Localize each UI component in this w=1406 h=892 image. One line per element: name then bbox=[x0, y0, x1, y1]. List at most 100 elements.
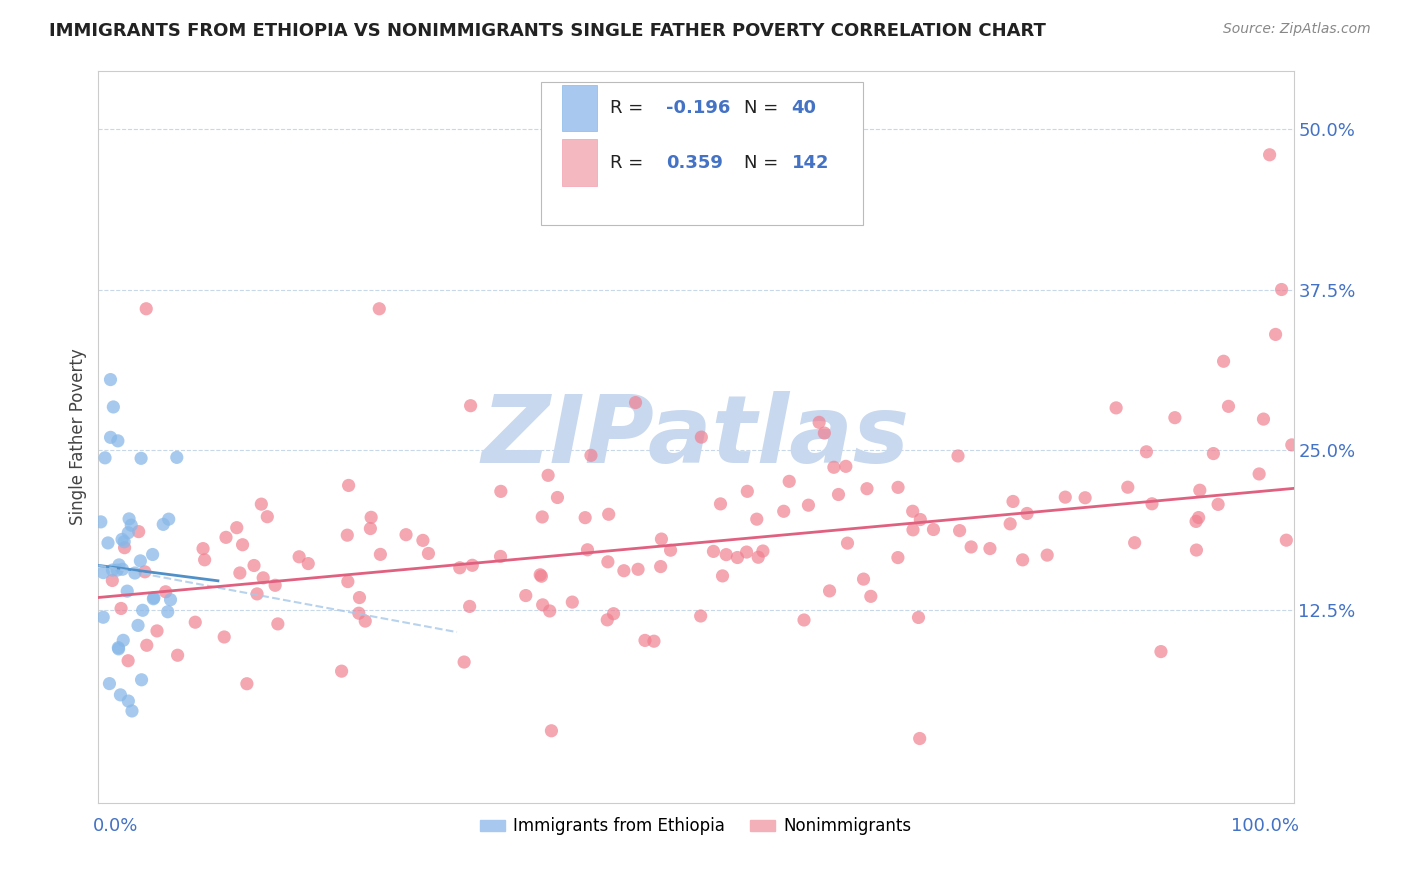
Point bbox=[546, 491, 568, 505]
Point bbox=[818, 583, 841, 598]
Point bbox=[772, 504, 794, 518]
Point bbox=[887, 550, 910, 565]
Text: ZIPatlas: ZIPatlas bbox=[482, 391, 910, 483]
Point bbox=[823, 460, 845, 475]
Text: IMMIGRANTS FROM ETHIOPIA VS NONIMMIGRANTS SINGLE FATHER POVERTY CORRELATION CHAR: IMMIGRANTS FROM ETHIOPIA VS NONIMMIGRANT… bbox=[49, 22, 1046, 40]
Point bbox=[907, 610, 929, 624]
Point bbox=[166, 648, 188, 663]
Point bbox=[110, 688, 132, 702]
Point bbox=[596, 555, 619, 569]
Point bbox=[579, 448, 602, 462]
Point bbox=[112, 633, 135, 648]
Point bbox=[737, 484, 759, 499]
Point bbox=[1249, 467, 1271, 481]
Point bbox=[105, 563, 128, 577]
Point bbox=[908, 731, 931, 746]
Point bbox=[157, 512, 180, 526]
Point bbox=[91, 610, 114, 624]
Text: 0.0%: 0.0% bbox=[93, 817, 138, 836]
Point bbox=[1253, 412, 1275, 426]
Point bbox=[1116, 480, 1139, 494]
FancyBboxPatch shape bbox=[562, 139, 596, 186]
Point bbox=[531, 598, 554, 612]
Point bbox=[1015, 507, 1038, 521]
Point bbox=[702, 544, 724, 558]
Point bbox=[288, 549, 311, 564]
Point bbox=[725, 550, 748, 565]
Point bbox=[142, 591, 165, 605]
Point bbox=[576, 542, 599, 557]
Point bbox=[264, 578, 287, 592]
Point bbox=[461, 558, 484, 573]
Point bbox=[515, 589, 537, 603]
Point bbox=[232, 538, 254, 552]
Point bbox=[540, 723, 562, 738]
Point bbox=[184, 615, 207, 630]
Point bbox=[735, 545, 758, 559]
Text: 100.0%: 100.0% bbox=[1232, 817, 1299, 836]
Point bbox=[194, 553, 217, 567]
Point bbox=[108, 558, 131, 572]
Point bbox=[120, 518, 142, 533]
Point bbox=[714, 548, 737, 562]
Point bbox=[1054, 490, 1077, 504]
Point bbox=[370, 548, 392, 562]
Point bbox=[1036, 548, 1059, 562]
Text: 40: 40 bbox=[792, 99, 817, 117]
Point bbox=[1135, 444, 1157, 458]
Text: 0.359: 0.359 bbox=[666, 153, 723, 172]
Point bbox=[418, 546, 440, 560]
Point bbox=[107, 640, 129, 655]
Point bbox=[124, 566, 146, 580]
Point bbox=[887, 480, 910, 494]
Point bbox=[650, 532, 672, 546]
Point bbox=[1275, 533, 1298, 548]
Point bbox=[336, 528, 359, 542]
Point bbox=[121, 704, 143, 718]
Point bbox=[100, 430, 122, 444]
Point bbox=[901, 504, 924, 518]
Point bbox=[689, 609, 711, 624]
Point bbox=[142, 591, 165, 606]
Point bbox=[561, 595, 583, 609]
Point bbox=[627, 562, 650, 576]
Point bbox=[489, 484, 512, 499]
Point bbox=[1001, 494, 1024, 508]
Point bbox=[613, 564, 636, 578]
Point bbox=[602, 607, 624, 621]
Point bbox=[574, 510, 596, 524]
Point bbox=[531, 510, 554, 524]
Point bbox=[336, 574, 359, 589]
Point bbox=[129, 451, 152, 466]
Point bbox=[129, 554, 152, 568]
Point bbox=[166, 450, 188, 465]
Point bbox=[131, 673, 153, 687]
Point bbox=[709, 497, 731, 511]
Point bbox=[101, 574, 124, 588]
Point bbox=[97, 536, 120, 550]
Y-axis label: Single Father Poverty: Single Father Poverty bbox=[69, 349, 87, 525]
Point bbox=[1212, 354, 1234, 368]
Point bbox=[90, 515, 112, 529]
Point bbox=[690, 430, 713, 444]
Point bbox=[1105, 401, 1128, 415]
Point bbox=[297, 557, 319, 571]
Point bbox=[146, 624, 169, 638]
Point bbox=[359, 522, 381, 536]
Point bbox=[110, 601, 132, 615]
Point bbox=[1188, 510, 1211, 524]
Point bbox=[159, 592, 181, 607]
Text: Source: ZipAtlas.com: Source: ZipAtlas.com bbox=[1223, 22, 1371, 37]
Point bbox=[127, 618, 149, 632]
Point bbox=[1185, 543, 1208, 558]
Point bbox=[752, 544, 775, 558]
Point bbox=[946, 449, 969, 463]
Point bbox=[859, 590, 882, 604]
Point bbox=[115, 584, 138, 599]
Point bbox=[117, 525, 139, 540]
Point bbox=[650, 559, 672, 574]
Point bbox=[797, 498, 820, 512]
Point bbox=[94, 450, 117, 465]
Point bbox=[1150, 644, 1173, 658]
Point bbox=[449, 561, 471, 575]
